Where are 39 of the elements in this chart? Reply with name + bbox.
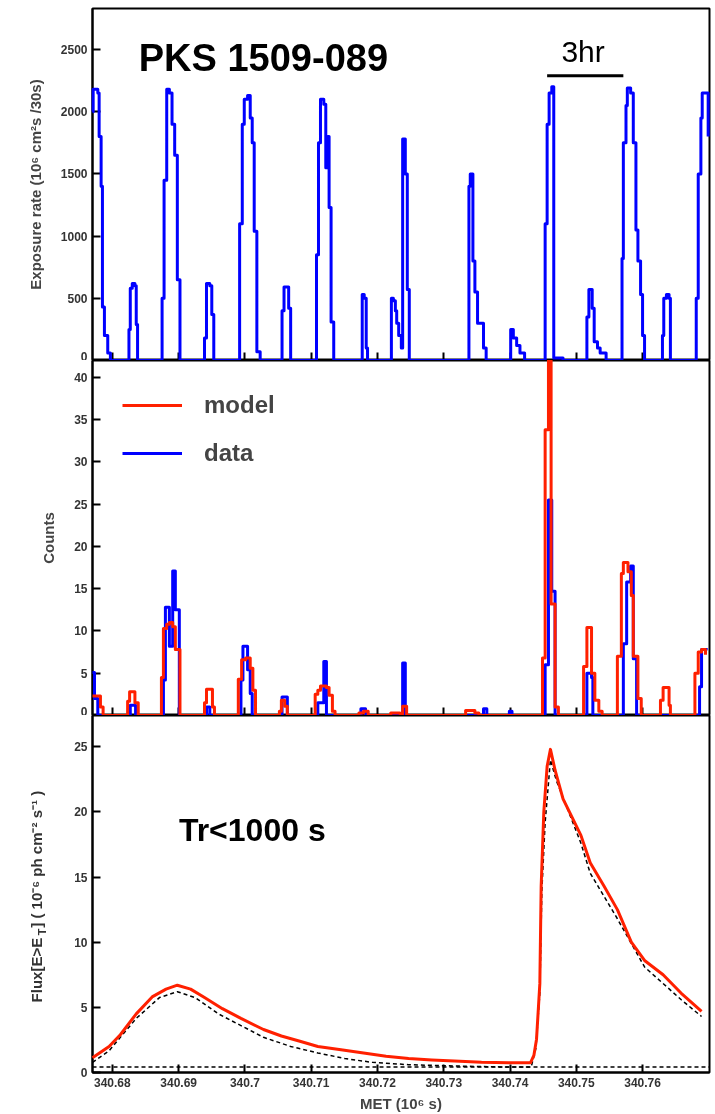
y-tick-label: 20 xyxy=(74,539,88,554)
x-tick-label: 340.68 xyxy=(94,1075,132,1090)
y-tick-label: 10 xyxy=(74,624,88,639)
legend-label: model xyxy=(204,391,275,419)
y-tick-label: 15 xyxy=(74,582,88,597)
y-tick-label: 0 xyxy=(80,1066,88,1080)
y-tick-label: 35 xyxy=(74,413,88,428)
y-tick-label: 0 xyxy=(80,349,88,364)
annotation: Tr<1000 s xyxy=(178,811,326,848)
y-tick-label: 1500 xyxy=(60,167,88,182)
x-tick-label: 340.69 xyxy=(160,1075,198,1090)
y-tick-label: 2500 xyxy=(60,43,88,58)
x-axis-title: MET (10⁶ s) xyxy=(360,1094,442,1112)
legend-label: data xyxy=(204,439,254,467)
y-tick-label: 5 xyxy=(80,666,88,681)
y-tick-label: 10 xyxy=(74,935,88,950)
y-axis-title: Exposure rate (10⁶ cm²s /30s) xyxy=(26,79,44,290)
x-tick-label: 340.76 xyxy=(624,1075,662,1090)
y-axis-title: Flux[E>ET] ( 10⁻⁶ ph cm⁻² s⁻¹ ) xyxy=(28,790,48,1003)
y-tick-label: 30 xyxy=(74,455,88,470)
y-tick-label: 2000 xyxy=(60,105,88,120)
annotation: 3hr xyxy=(561,35,605,69)
y-tick-label: 20 xyxy=(74,805,88,820)
x-tick-label: 340.74 xyxy=(491,1075,529,1090)
y-tick-label: 500 xyxy=(67,291,88,306)
x-tick-label: 340.71 xyxy=(292,1075,330,1090)
y-tick-label: 40 xyxy=(74,370,88,385)
y-tick-label: 5 xyxy=(80,1000,88,1015)
x-tick-label: 340.75 xyxy=(557,1075,595,1090)
y-tick-label: 1000 xyxy=(60,229,88,244)
x-tick-label: 340.73 xyxy=(425,1075,463,1090)
y-tick-label: 15 xyxy=(74,870,88,885)
y-tick-label: 0 xyxy=(80,704,88,719)
x-tick-label: 340.7 xyxy=(229,1075,261,1090)
x-tick-label: 340.72 xyxy=(359,1075,397,1090)
y-tick-label: 25 xyxy=(74,497,88,512)
y-tick-label: 25 xyxy=(74,740,88,755)
y-axis-title: Counts xyxy=(40,512,58,564)
annotation: PKS 1509-089 xyxy=(138,36,389,79)
